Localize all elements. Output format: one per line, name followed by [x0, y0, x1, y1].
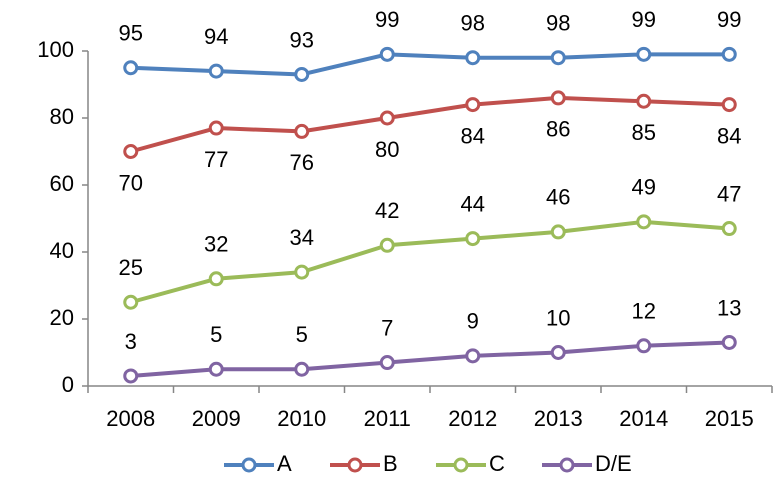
point: [294, 123, 310, 139]
point: [465, 50, 481, 66]
data-label: 34: [290, 225, 314, 250]
data-label: 93: [290, 27, 314, 52]
data-label: 44: [461, 191, 485, 216]
y-tick-label: 20: [50, 305, 74, 330]
point: [208, 120, 224, 136]
data-label: 95: [119, 21, 143, 46]
legend-marker: [241, 457, 257, 473]
data-label: 94: [204, 24, 228, 49]
data-label: 80: [375, 137, 399, 162]
legend-label: C: [489, 451, 505, 476]
legend-marker: [559, 457, 575, 473]
data-label: 32: [204, 232, 228, 257]
legend-label: B: [383, 451, 398, 476]
x-tick-label: 2009: [192, 406, 241, 431]
data-label: 76: [290, 150, 314, 175]
point: [721, 46, 737, 62]
point: [550, 50, 566, 66]
data-label: 12: [632, 299, 656, 324]
data-label: 9: [467, 309, 479, 334]
data-label: 85: [632, 120, 656, 145]
data-label: 5: [296, 322, 308, 347]
point: [636, 214, 652, 230]
point: [379, 110, 395, 126]
data-label: 77: [204, 147, 228, 172]
point: [465, 231, 481, 247]
legend-marker: [347, 457, 363, 473]
data-label: 84: [717, 123, 741, 148]
y-tick-label: 80: [50, 104, 74, 129]
point: [550, 224, 566, 240]
x-tick-label: 2012: [448, 406, 497, 431]
data-label: 86: [546, 117, 570, 142]
point: [550, 90, 566, 106]
point: [294, 361, 310, 377]
data-label: 99: [632, 7, 656, 32]
x-tick-label: 2011: [364, 406, 411, 431]
data-label: 13: [717, 295, 741, 320]
x-tick-label: 2010: [277, 406, 326, 431]
data-label: 99: [717, 7, 741, 32]
point: [379, 46, 395, 62]
data-label: 99: [375, 7, 399, 32]
y-tick-label: 100: [37, 37, 74, 62]
data-label: 46: [546, 185, 570, 210]
data-label: 47: [717, 181, 741, 206]
data-label: 49: [632, 175, 656, 200]
point: [721, 221, 737, 237]
y-tick-label: 0: [62, 372, 74, 397]
data-label: 7: [381, 315, 393, 340]
point: [208, 271, 224, 287]
data-label: 98: [461, 11, 485, 36]
point: [123, 368, 139, 384]
point: [465, 97, 481, 113]
y-tick-label: 40: [50, 238, 74, 263]
legend-label: A: [277, 451, 292, 476]
point: [123, 144, 139, 159]
point: [636, 93, 652, 109]
series-line: [130, 52, 730, 77]
point: [294, 264, 310, 280]
data-label: 42: [375, 198, 399, 223]
data-label: 3: [125, 329, 137, 354]
y-tick-label: 60: [50, 171, 74, 196]
x-tick-label: 2015: [705, 406, 754, 431]
data-label: 70: [119, 170, 143, 195]
series-line: [130, 219, 730, 305]
data-label: 10: [546, 305, 570, 330]
x-tick-label: 2013: [534, 406, 583, 431]
point: [379, 237, 395, 253]
point: [123, 60, 139, 76]
point: [379, 355, 395, 371]
series-line: [130, 340, 730, 378]
point: [636, 338, 652, 354]
x-tick-label: 2008: [106, 406, 155, 431]
point: [208, 63, 224, 79]
point: [294, 66, 310, 82]
point: [721, 97, 737, 113]
point: [123, 294, 139, 310]
legend-marker: [453, 457, 469, 473]
point: [465, 348, 481, 364]
point: [550, 345, 566, 360]
point: [208, 361, 224, 377]
data-label: 5: [210, 322, 222, 347]
x-tick-label: 2014: [619, 406, 668, 431]
data-label: 25: [119, 255, 143, 280]
data-label: 98: [546, 11, 570, 36]
legend-label: D/E: [595, 451, 632, 476]
point: [721, 334, 737, 350]
series-line: [130, 95, 730, 154]
data-label: 84: [461, 123, 485, 148]
point: [636, 46, 652, 62]
